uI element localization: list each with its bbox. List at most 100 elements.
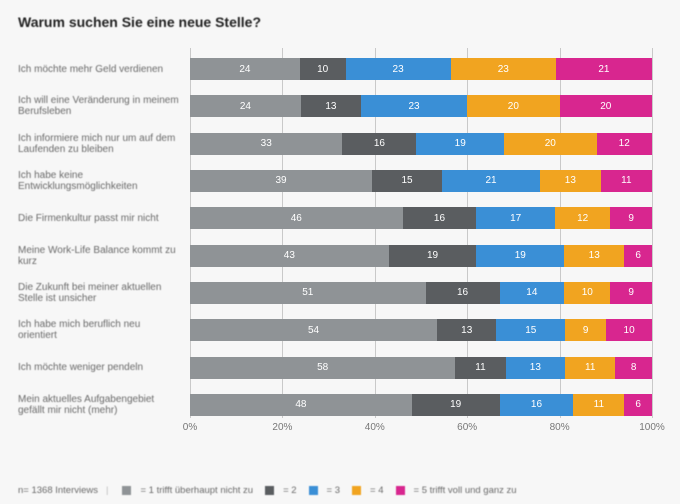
bar-segment: 9 xyxy=(610,207,652,229)
bar-segment: 51 xyxy=(190,282,426,304)
bar-segment: 16 xyxy=(500,394,574,416)
axis-tick: 0% xyxy=(183,422,197,433)
row-label: Ich informiere mich nur um auf dem Laufe… xyxy=(18,133,190,155)
bar-segment: 11 xyxy=(601,170,652,192)
legend-label: = 4 xyxy=(370,485,383,496)
bar-segment: 58 xyxy=(190,357,455,379)
bar-segment: 43 xyxy=(190,245,389,267)
bar-segment: 23 xyxy=(361,95,467,117)
bar-segment: 11 xyxy=(565,357,615,379)
chart-area: Ich möchte mehr Geld verdienen2410232321… xyxy=(18,48,662,446)
table-row: Mein aktuelles Aufgabengebiet gefällt mi… xyxy=(18,392,652,418)
sample-size: n= 1368 Interviews xyxy=(18,485,98,496)
legend-label: = 2 xyxy=(283,485,296,496)
row-label: Ich habe keine Entwicklungsmöglichkeiten xyxy=(18,170,190,192)
row-label: Ich möchte mehr Geld verdienen xyxy=(18,64,190,75)
row-label: Ich möchte weniger pendeln xyxy=(18,362,190,373)
legend-swatch xyxy=(265,486,274,495)
stacked-bar: 461617129 xyxy=(190,207,652,229)
bar-segment: 21 xyxy=(442,170,540,192)
axis-tick: 100% xyxy=(639,422,665,433)
bar-segment: 23 xyxy=(346,58,451,80)
bar-segment: 19 xyxy=(389,245,477,267)
bar-segment: 6 xyxy=(624,245,652,267)
bar-segment: 10 xyxy=(300,58,346,80)
row-label: Die Zukunft bei meiner aktuellen Stelle … xyxy=(18,282,190,304)
bar-segment: 16 xyxy=(426,282,500,304)
axis-tick: 40% xyxy=(365,422,385,433)
stacked-bar: 3316192012 xyxy=(190,133,652,155)
row-label: Mein aktuelles Aufgabengebiet gefällt mi… xyxy=(18,394,190,416)
bar-segment: 39 xyxy=(190,170,372,192)
legend-label: = 3 xyxy=(327,485,340,496)
table-row: Die Zukunft bei meiner aktuellen Stelle … xyxy=(18,280,652,306)
bar-segment: 6 xyxy=(624,394,652,416)
stacked-bar: 511614109 xyxy=(190,282,652,304)
bar-segment: 11 xyxy=(573,394,624,416)
row-label: Die Firmenkultur passt mir nicht xyxy=(18,213,190,224)
bar-segment: 19 xyxy=(476,245,564,267)
stacked-bar: 431919136 xyxy=(190,245,652,267)
bar-segment: 13 xyxy=(301,95,361,117)
bar-segment: 14 xyxy=(500,282,565,304)
stacked-bar: 2413232020 xyxy=(190,95,652,117)
bar-segment: 9 xyxy=(565,319,606,341)
bar-segment: 11 xyxy=(455,357,505,379)
bar-segment: 20 xyxy=(560,95,652,117)
table-row: Ich informiere mich nur um auf dem Laufe… xyxy=(18,131,652,157)
bar-segment: 46 xyxy=(190,207,403,229)
table-row: Ich möchte weniger pendeln581113118 xyxy=(18,355,652,381)
rows-area: Ich möchte mehr Geld verdienen2410232321… xyxy=(18,56,652,418)
bar-segment: 24 xyxy=(190,58,300,80)
table-row: Ich möchte mehr Geld verdienen2410232321 xyxy=(18,56,652,82)
grid-line xyxy=(652,48,653,418)
row-label: Ich will eine Veränderung in meinem Beru… xyxy=(18,95,190,117)
bar-segment: 48 xyxy=(190,394,412,416)
bar-segment: 54 xyxy=(190,319,437,341)
bar-segment: 33 xyxy=(190,133,342,155)
axis-tick: 80% xyxy=(550,422,570,433)
legend-swatch xyxy=(309,486,318,495)
bar-segment: 13 xyxy=(540,170,601,192)
table-row: Ich habe mich beruflich neu orientiert54… xyxy=(18,317,652,343)
legend-swatch xyxy=(122,486,131,495)
stacked-bar: 2410232321 xyxy=(190,58,652,80)
bar-segment: 20 xyxy=(504,133,596,155)
bar-segment: 17 xyxy=(476,207,555,229)
x-axis: 0%20%40%60%80%100% xyxy=(190,422,652,436)
bar-segment: 24 xyxy=(190,95,301,117)
table-row: Ich will eine Veränderung in meinem Beru… xyxy=(18,93,652,119)
chart-title: Warum suchen Sie eine neue Stelle? xyxy=(18,14,662,30)
table-row: Meine Work-Life Balance kommt zu kurz431… xyxy=(18,243,652,269)
legend-label: = 1 trifft überhaupt nicht zu xyxy=(140,485,253,496)
separator: | xyxy=(106,485,108,496)
table-row: Die Firmenkultur passt mir nicht46161712… xyxy=(18,205,652,231)
bar-segment: 10 xyxy=(564,282,610,304)
bar-segment: 13 xyxy=(437,319,496,341)
bar-segment: 19 xyxy=(416,133,504,155)
bar-segment: 8 xyxy=(615,357,652,379)
bar-segment: 23 xyxy=(451,58,556,80)
bar-segment: 13 xyxy=(506,357,565,379)
bar-segment: 12 xyxy=(597,133,652,155)
row-label: Ich habe mich beruflich neu orientiert xyxy=(18,319,190,341)
axis-tick: 20% xyxy=(272,422,292,433)
bar-segment: 21 xyxy=(556,58,652,80)
bar-segment: 12 xyxy=(555,207,610,229)
legend-swatch xyxy=(352,486,361,495)
bar-segment: 9 xyxy=(610,282,652,304)
legend-label: = 5 trifft voll und ganz zu xyxy=(414,485,517,496)
bar-segment: 13 xyxy=(564,245,624,267)
table-row: Ich habe keine Entwicklungsmöglichkeiten… xyxy=(18,168,652,194)
stacked-bar: 3915211311 xyxy=(190,170,652,192)
stacked-bar: 481916116 xyxy=(190,394,652,416)
stacked-bar: 541315910 xyxy=(190,319,652,341)
bar-segment: 16 xyxy=(342,133,416,155)
bar-segment: 19 xyxy=(412,394,500,416)
footer-legend: n= 1368 Interviews | = 1 trifft überhaupt … xyxy=(18,485,517,496)
axis-tick: 60% xyxy=(457,422,477,433)
chart-container: Warum suchen Sie eine neue Stelle? Ich m… xyxy=(0,0,680,504)
stacked-bar: 581113118 xyxy=(190,357,652,379)
legend-swatch xyxy=(396,486,405,495)
bar-segment: 10 xyxy=(606,319,652,341)
